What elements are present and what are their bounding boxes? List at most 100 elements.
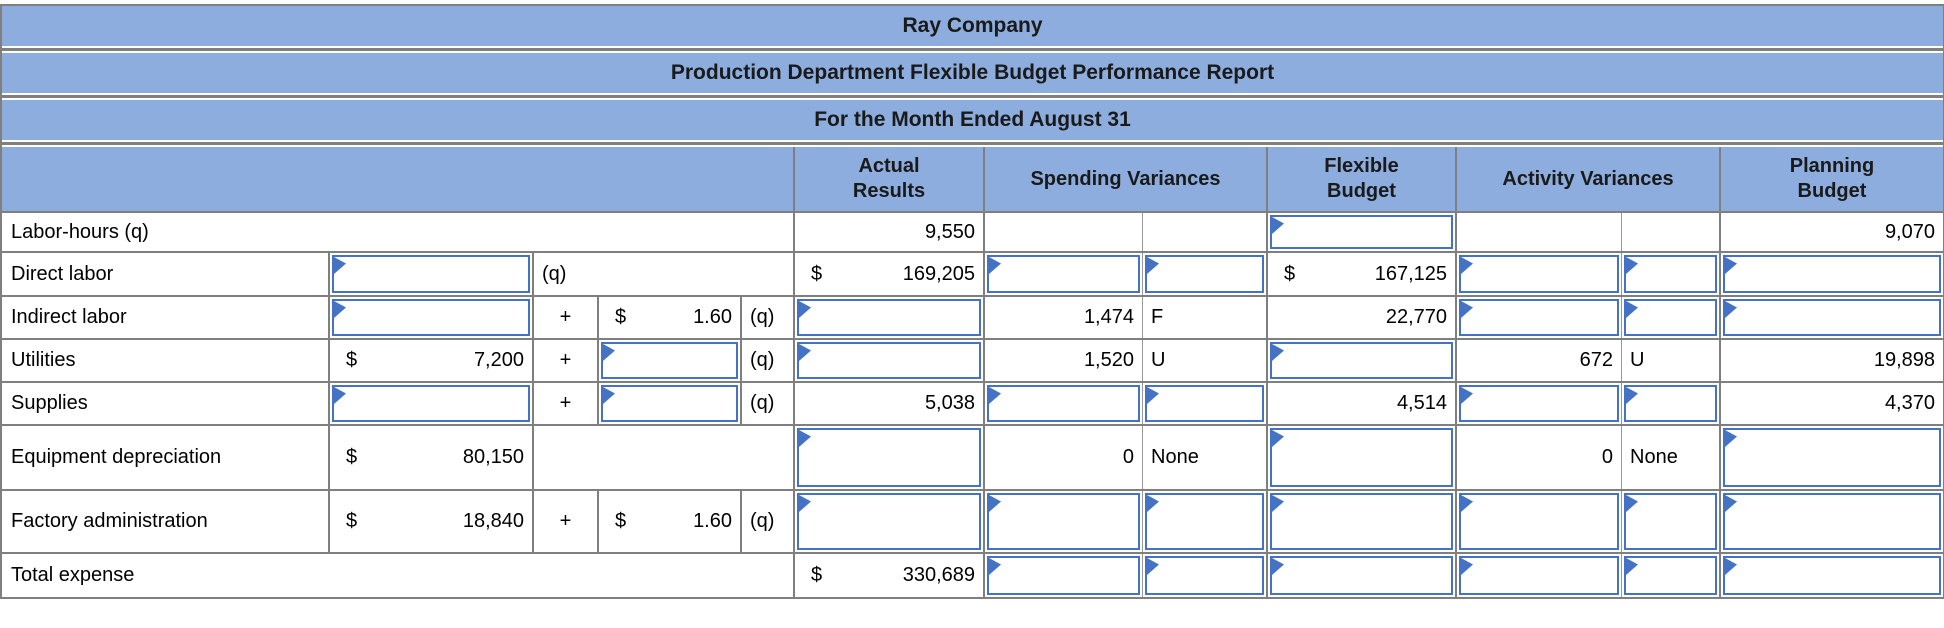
factory-administration-actual-results-input[interactable]	[797, 493, 981, 550]
company-title: Ray Company	[2, 6, 1943, 46]
total-expense-activity-variance-input[interactable]	[1459, 556, 1619, 595]
direct-labor-spending-variance-flag-cell	[1143, 253, 1268, 295]
factory-administration-flexible-budget-input[interactable]	[1270, 493, 1453, 550]
labor-hours-flexible-budget-input[interactable]	[1270, 215, 1453, 249]
row-direct-labor: Direct labor (q) $ 169,205 $ 167,125	[2, 253, 1943, 297]
utilities-label: Utilities	[2, 340, 330, 381]
factory-administration-spending-variance-input[interactable]	[987, 493, 1140, 550]
input-flag-icon	[334, 387, 346, 404]
flexible-budget-performance-report: Ray Company Production Department Flexib…	[0, 4, 1944, 599]
factory-administration-activity-variance-flag-cell	[1622, 491, 1721, 552]
indirect-labor-rate: $ 1.60	[599, 297, 742, 338]
direct-labor-actual-results: $ 169,205	[795, 253, 985, 295]
total-expense-flexible-budget-input[interactable]	[1270, 556, 1453, 595]
indirect-labor-spending-variance-flag: F	[1143, 297, 1268, 338]
supplies-fixed-cell	[330, 383, 534, 424]
total-expense-activity-variance-flag-input[interactable]	[1624, 556, 1717, 595]
utilities-planning-budget: 19,898	[1873, 349, 1935, 371]
direct-labor-q-suffix: (q)	[534, 253, 795, 295]
amount: 167,125	[1374, 262, 1447, 285]
factory-administration-flexible-budget-cell	[1268, 491, 1457, 552]
total-expense-planning-budget-input[interactable]	[1723, 556, 1941, 595]
indirect-labor-planning-budget-input[interactable]	[1723, 299, 1941, 336]
input-flag-icon	[1725, 558, 1737, 575]
input-flag-icon	[1147, 495, 1159, 512]
indirect-labor-activity-variance-input[interactable]	[1459, 299, 1619, 336]
supplies-activity-variance-flag-input[interactable]	[1624, 385, 1717, 422]
direct-labor-activity-variance-flag-input[interactable]	[1624, 255, 1717, 293]
equipment-depreciation-planning-budget-input[interactable]	[1723, 428, 1941, 487]
factory-administration-activity-variance-flag-input[interactable]	[1624, 493, 1717, 550]
input-flag-icon	[1725, 301, 1737, 318]
input-flag-icon	[1272, 495, 1284, 512]
utilities-rate-cell	[599, 340, 742, 381]
indirect-labor-fixed-input[interactable]	[332, 299, 530, 336]
supplies-rate-input[interactable]	[601, 385, 738, 422]
indirect-labor-actual-results-cell	[795, 297, 985, 338]
factory-administration-planning-budget-cell	[1721, 491, 1943, 552]
factory-administration-planning-budget-input[interactable]	[1723, 493, 1941, 550]
input-flag-icon	[1626, 558, 1638, 575]
currency-symbol: $	[1284, 262, 1296, 285]
input-flag-icon	[799, 495, 811, 512]
utilities-flexible-budget-cell	[1268, 340, 1457, 381]
supplies-spending-variance-flag-cell	[1143, 383, 1268, 424]
amount: 80,150	[462, 446, 524, 468]
supplies-fixed-input[interactable]	[332, 385, 530, 422]
header-spacer	[2, 147, 795, 211]
currency-symbol: $	[346, 349, 358, 371]
direct-labor-spending-variance-input[interactable]	[987, 255, 1140, 293]
equipment-depreciation-fixed: $ 80,150	[330, 426, 534, 489]
row-factory-administration: Factory administration $ 18,840 + $ 1.60…	[2, 491, 1943, 554]
indirect-labor-activity-variance-flag-input[interactable]	[1624, 299, 1717, 336]
amount: 1.60	[693, 510, 732, 532]
input-flag-icon	[603, 344, 615, 361]
total-expense-activity-variance-cell	[1457, 554, 1622, 597]
total-expense-spending-variance-input[interactable]	[987, 556, 1140, 595]
supplies-activity-variance-cell	[1457, 383, 1622, 424]
indirect-labor-fixed-cell	[330, 297, 534, 338]
factory-administration-fixed: $ 18,840	[330, 491, 534, 552]
indirect-labor-actual-results-input[interactable]	[797, 299, 981, 336]
utilities-activity-variance-flag: U	[1622, 340, 1721, 381]
input-flag-icon	[799, 301, 811, 318]
report-title: Production Department Flexible Budget Pe…	[2, 53, 1943, 93]
direct-labor-rate-cell	[330, 253, 534, 295]
equipment-depreciation-flexible-budget-input[interactable]	[1270, 428, 1453, 487]
supplies-activity-variance-input[interactable]	[1459, 385, 1619, 422]
header-actual-results: Actual Results	[795, 147, 985, 211]
direct-labor-label: Direct labor	[2, 253, 330, 295]
factory-administration-activity-variance-input[interactable]	[1459, 493, 1619, 550]
direct-labor-planning-budget-input[interactable]	[1723, 255, 1941, 293]
direct-labor-activity-variance-input[interactable]	[1459, 255, 1619, 293]
supplies-spending-variance-flag-input[interactable]	[1145, 385, 1264, 422]
supplies-q-suffix: (q)	[742, 383, 795, 424]
supplies-activity-variance-flag-cell	[1622, 383, 1721, 424]
supplies-spending-variance-input[interactable]	[987, 385, 1140, 422]
input-flag-icon	[1725, 257, 1737, 274]
row-equipment-depreciation: Equipment depreciation $ 80,150 0 None 0…	[2, 426, 1943, 491]
total-expense-spending-variance-cell	[985, 554, 1143, 597]
factory-administration-spending-variance-flag-cell	[1143, 491, 1268, 552]
labor-hours-spending-variance-flag	[1143, 213, 1268, 251]
header-activity-variances: Activity Variances	[1457, 147, 1721, 211]
equipment-depreciation-planning-budget-cell	[1721, 426, 1943, 489]
equipment-depreciation-actual-results-input[interactable]	[797, 428, 981, 487]
input-flag-icon	[799, 344, 811, 361]
input-flag-icon	[1272, 217, 1284, 234]
utilities-actual-results-input[interactable]	[797, 342, 981, 379]
labor-hours-spending-variance	[985, 213, 1143, 251]
total-expense-spending-variance-flag-input[interactable]	[1145, 556, 1264, 595]
indirect-labor-spending-variance: 1,474	[985, 297, 1143, 338]
indirect-labor-activity-variance-cell	[1457, 297, 1622, 338]
equipment-depreciation-spending-variance-flag: None	[1143, 426, 1268, 489]
input-flag-icon	[1147, 387, 1159, 404]
direct-labor-spending-variance-flag-input[interactable]	[1145, 255, 1264, 293]
factory-administration-spending-variance-flag-input[interactable]	[1145, 493, 1264, 550]
total-expense-activity-variance-flag-cell	[1622, 554, 1721, 597]
direct-labor-rate-input[interactable]	[332, 255, 530, 293]
total-expense-actual-results: $ 330,689	[795, 554, 985, 597]
indirect-labor-flexible-budget: 22,770	[1268, 297, 1457, 338]
utilities-flexible-budget-input[interactable]	[1270, 342, 1453, 379]
utilities-rate-input[interactable]	[601, 342, 738, 379]
